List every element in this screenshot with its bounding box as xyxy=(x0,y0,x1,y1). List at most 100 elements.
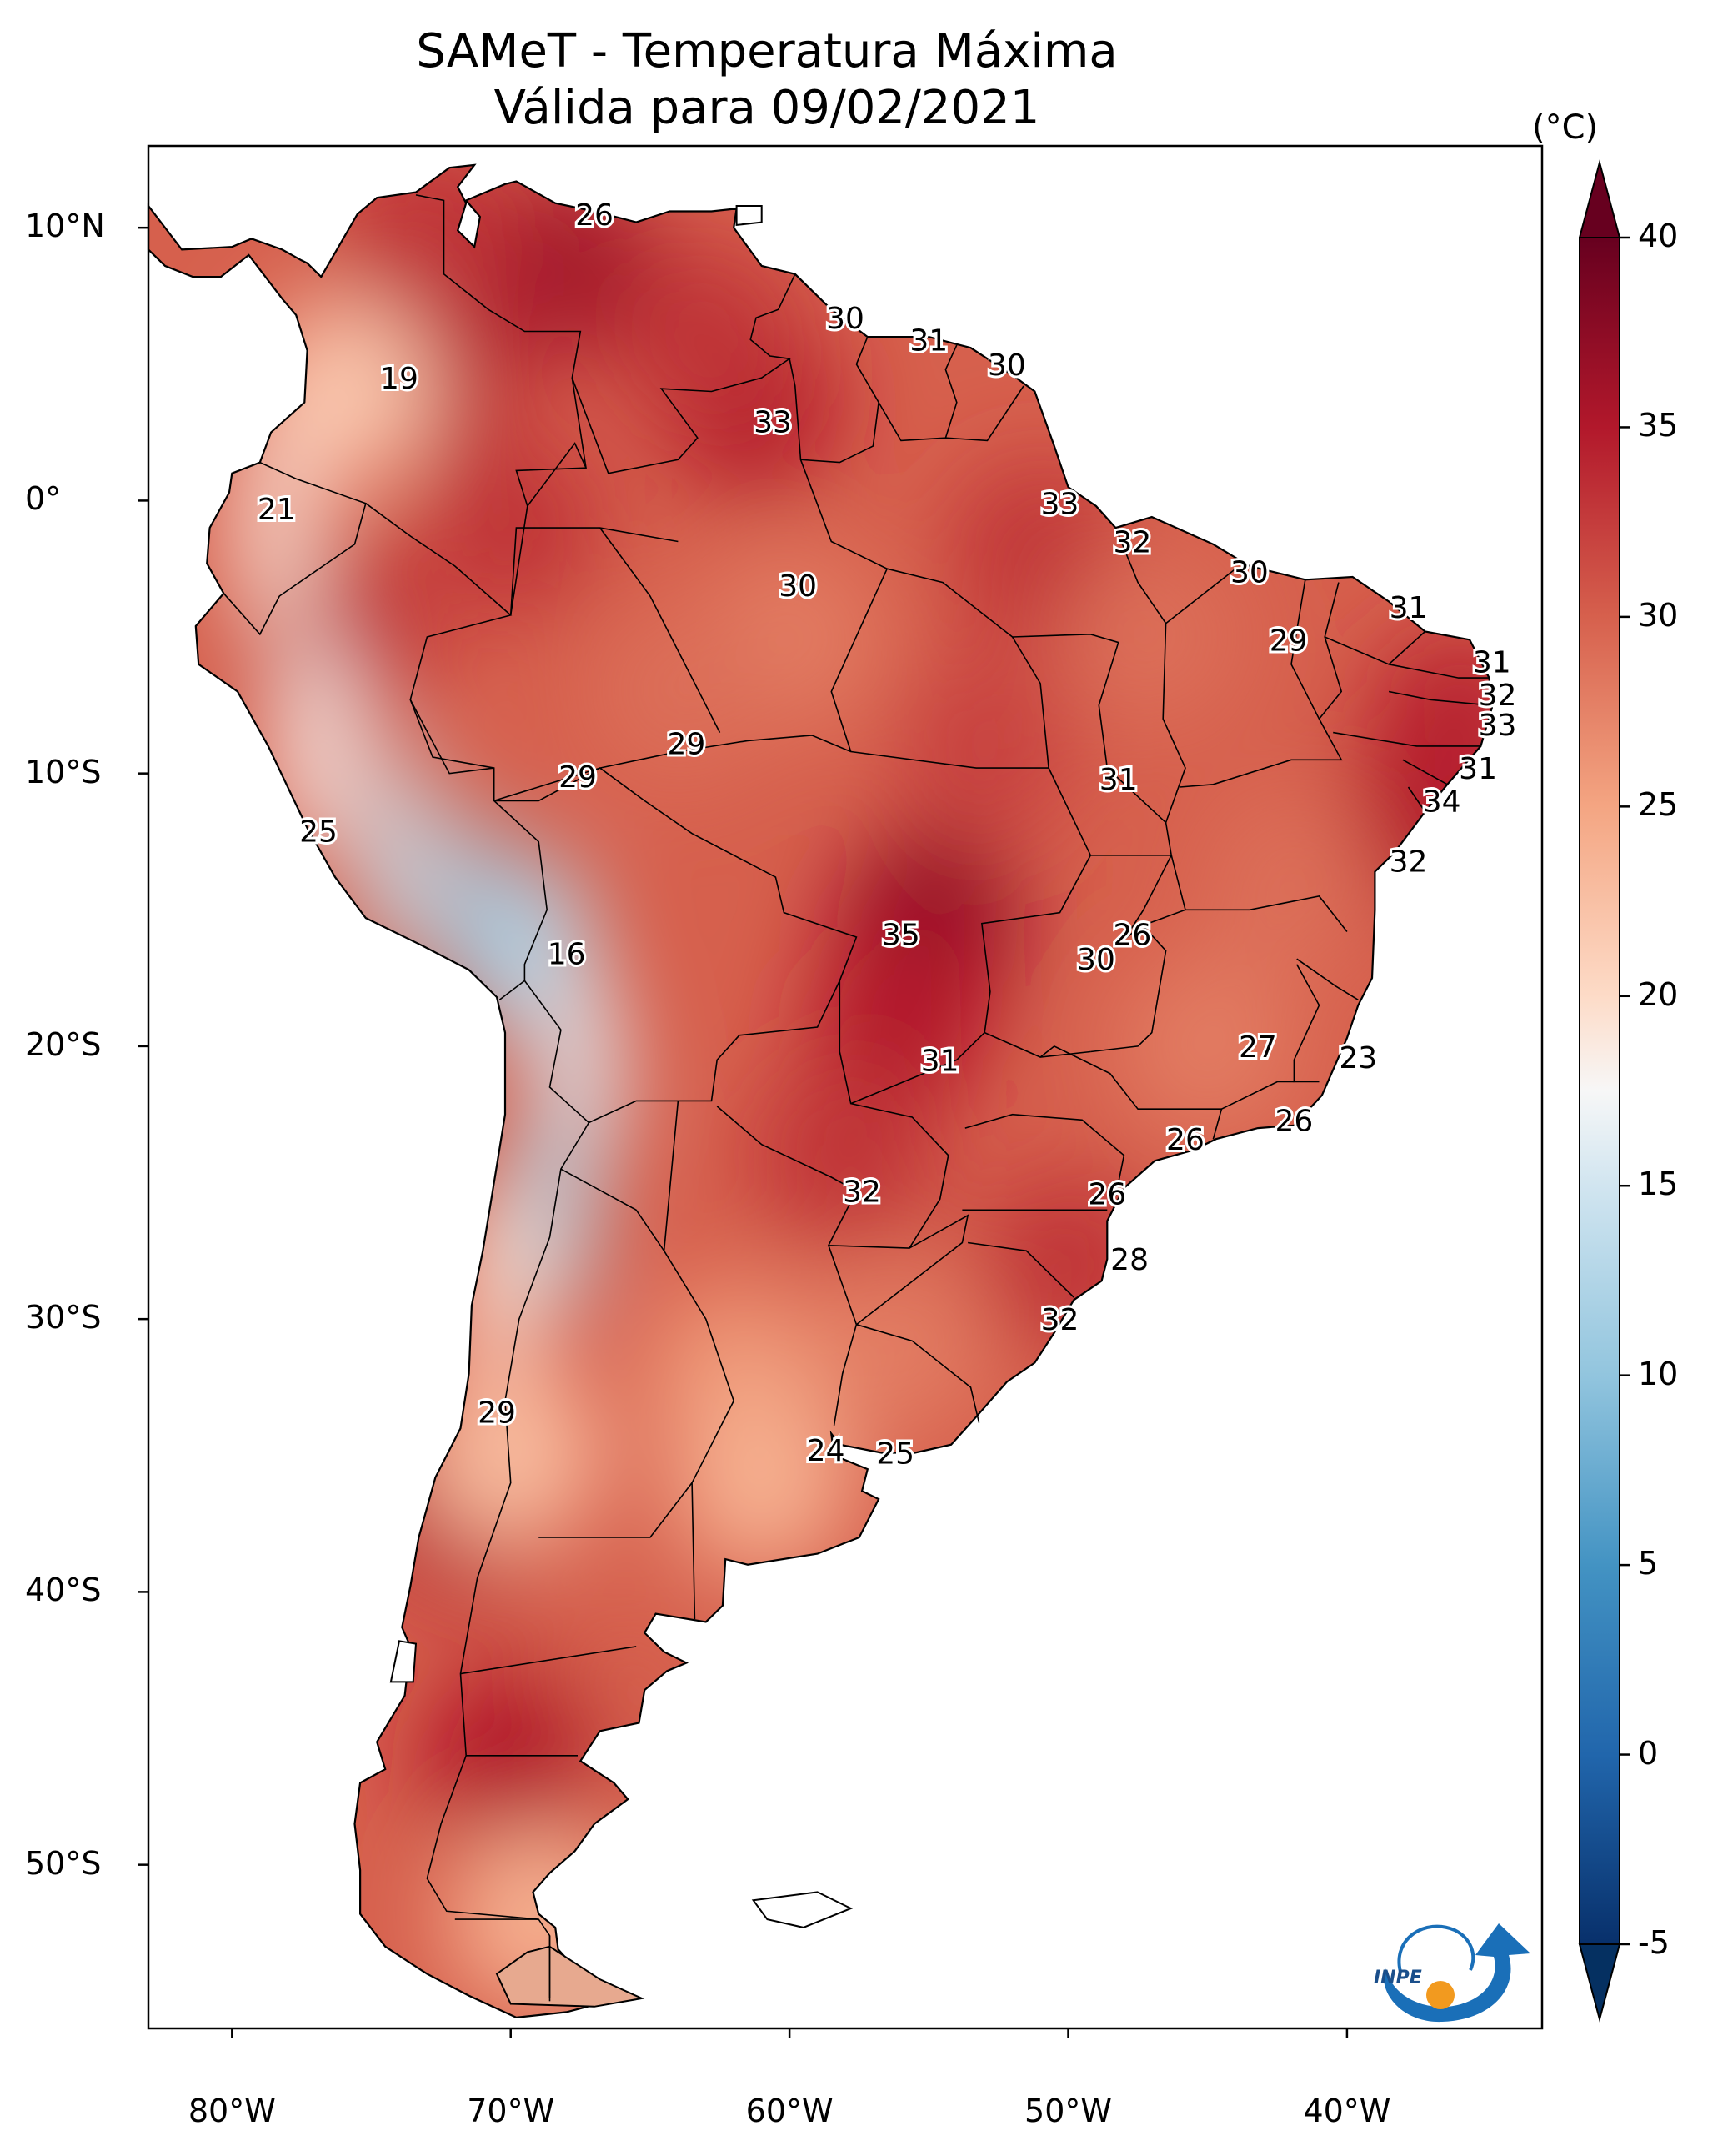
border-line xyxy=(855,1214,969,1326)
temperature-label: 34 xyxy=(1423,785,1461,819)
border-line xyxy=(527,442,587,507)
temperature-label: 26 xyxy=(575,198,614,233)
colorbar xyxy=(1578,159,1630,2023)
temperature-label: 26 xyxy=(1088,1178,1126,1212)
temperature-region xyxy=(586,599,770,784)
temperature-label: 26 xyxy=(1166,1123,1205,1157)
colorbar-tick-label: 15 xyxy=(1638,1166,1679,1203)
temperature-label: 32 xyxy=(1390,845,1428,879)
temperature-label: 32 xyxy=(1479,679,1517,713)
island-shape xyxy=(751,1891,854,1928)
temperature-label: 30 xyxy=(1077,943,1115,977)
border-line xyxy=(1407,786,1426,812)
border-line xyxy=(538,1482,693,1538)
temperature-label: 25 xyxy=(299,815,338,849)
inpe-logo: INPE xyxy=(1374,1923,1530,2023)
temperature-label: 29 xyxy=(1270,624,1308,658)
island-shape xyxy=(735,205,763,227)
temperature-label: 31 xyxy=(909,323,948,358)
logo-swoosh-icon xyxy=(1383,1923,1530,2023)
border-line xyxy=(1293,964,1320,1083)
temperature-label: 29 xyxy=(478,1396,516,1430)
temperature-label: 29 xyxy=(558,760,597,795)
colorbar-tick-label: 40 xyxy=(1638,218,1679,254)
temperature-label: 31 xyxy=(1473,645,1511,679)
border-line xyxy=(878,344,958,442)
latitude-tick-label: 10°N xyxy=(25,208,105,245)
colorbar-tick-marks xyxy=(1620,236,1630,1946)
longitude-tick-label: 60°W xyxy=(745,2093,834,2129)
border-line xyxy=(571,273,796,474)
colorbar-tick-label: 35 xyxy=(1638,407,1679,444)
latitude-tick-label: 20°S xyxy=(25,1025,102,1063)
temperature-label: 26 xyxy=(1114,919,1152,953)
temperature-label: 30 xyxy=(826,302,864,336)
latitude-tick-label: 30°S xyxy=(25,1299,102,1336)
temperature-region xyxy=(1115,954,1300,1138)
border-line xyxy=(365,503,548,1000)
coastline xyxy=(147,163,1493,2019)
temperature-label: 30 xyxy=(779,569,817,604)
temperature-label: 32 xyxy=(843,1175,881,1209)
temperature-region xyxy=(418,436,603,620)
border-line xyxy=(493,767,858,1124)
temperature-label: 19 xyxy=(380,362,418,396)
border-line xyxy=(789,336,879,464)
temperature-label: 31 xyxy=(921,1044,959,1078)
colorbar-tick-label: 0 xyxy=(1638,1734,1659,1772)
border-line xyxy=(1402,759,1448,785)
border-line xyxy=(1388,690,1490,706)
longitude-tick-label: 50°W xyxy=(1024,2093,1112,2129)
temperature-label: 32 xyxy=(1114,526,1152,560)
border-line xyxy=(967,1241,1074,1298)
island-shape xyxy=(495,1945,645,2008)
border-line xyxy=(828,1245,858,1426)
country-borders xyxy=(223,194,1490,2002)
border-line xyxy=(415,194,587,616)
border-line xyxy=(1318,582,1343,720)
latitude-tick-label: 40°S xyxy=(25,1572,102,1609)
temperature-region xyxy=(669,1391,854,1575)
temperature-label: 33 xyxy=(754,406,792,440)
temperature-region xyxy=(1200,790,1384,975)
temperature-label: 32 xyxy=(1041,1303,1079,1337)
temperature-region xyxy=(418,1363,603,1547)
temperature-label: 30 xyxy=(1230,556,1269,590)
border-line xyxy=(663,1101,735,1620)
temperature-label: 25 xyxy=(876,1437,914,1472)
border-line xyxy=(1012,633,1173,856)
border-line xyxy=(1114,527,1186,823)
colorbar-tick-label: -5 xyxy=(1638,1924,1670,1961)
title-line-2: Válida para 09/02/2021 xyxy=(493,81,1040,135)
border-line xyxy=(1039,1045,1223,1140)
island-shape xyxy=(389,1640,418,1683)
temperature-label: 33 xyxy=(1041,488,1079,522)
border-line xyxy=(1296,958,1359,1000)
longitude-tick-label: 40°W xyxy=(1303,2093,1391,2129)
temperature-label: 23 xyxy=(1339,1041,1377,1075)
map-title: SAMeT - Temperatura Máxima Válida para 0… xyxy=(150,23,1384,137)
temperature-region xyxy=(809,1254,993,1438)
islands xyxy=(389,205,854,2008)
title-line-1: SAMeT - Temperatura Máxima xyxy=(416,24,1118,78)
border-line xyxy=(830,568,888,752)
border-line xyxy=(223,461,367,636)
colorbar-over-triangle xyxy=(1578,159,1621,238)
map-frame-border xyxy=(147,144,1544,2030)
border-line xyxy=(509,527,679,615)
border-line xyxy=(409,699,494,775)
border-line xyxy=(850,1032,985,1105)
temperature-region xyxy=(236,419,312,637)
logo-text: INPE xyxy=(1374,1968,1422,1988)
border-line xyxy=(856,1323,980,1423)
colorbar-tick-label: 20 xyxy=(1638,975,1679,1013)
temperature-label: 29 xyxy=(667,728,705,762)
temperature-label: 21 xyxy=(258,493,296,527)
colorbar-under-triangle xyxy=(1578,1943,1621,2023)
longitude-tick-label: 80°W xyxy=(188,2093,276,2129)
temperature-region xyxy=(614,245,798,429)
axis-tick-marks xyxy=(138,226,1349,2038)
border-line xyxy=(716,980,949,1249)
temperature-region xyxy=(278,637,353,855)
